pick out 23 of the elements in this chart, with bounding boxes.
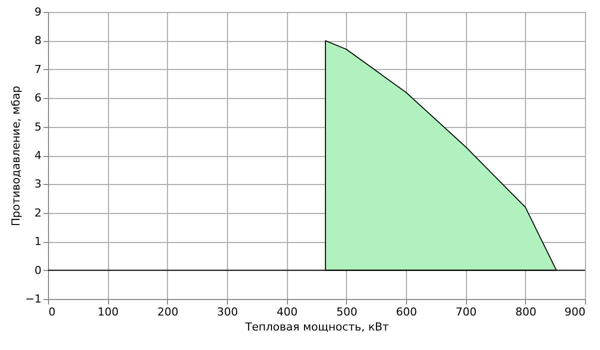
y-tick-label: 9: [34, 6, 42, 18]
x-tick-label: 200: [157, 306, 178, 318]
y-tick-label: 7: [34, 62, 42, 76]
x-axis-title: Тепловая мощность, кВт: [244, 320, 390, 334]
x-tick-label: 0: [48, 306, 56, 318]
y-tick-label: 3: [34, 178, 42, 191]
y-tick-label: 0: [34, 264, 42, 277]
y-tick-label: 2: [34, 206, 42, 220]
x-tick-label: 600: [396, 306, 417, 318]
x-tick-label: 100: [98, 306, 119, 318]
y-tick-label: 6: [34, 92, 42, 105]
y-tick-label: −1: [25, 292, 42, 306]
x-tick-label: 900: [564, 306, 586, 318]
x-tick-label: 700: [456, 306, 477, 318]
y-tick-label: 1: [34, 235, 42, 248]
y-tick-label: 4: [34, 149, 42, 162]
x-tick-label: 800: [515, 306, 536, 318]
y-tick-label: 8: [34, 34, 42, 48]
y-axis-title: Противодавление, мбар: [9, 86, 22, 226]
x-tick-label: 500: [336, 306, 358, 318]
y-tick-label: 5: [34, 120, 42, 134]
x-tick-label: 300: [217, 306, 238, 318]
x-tick-label: 400: [276, 306, 298, 318]
